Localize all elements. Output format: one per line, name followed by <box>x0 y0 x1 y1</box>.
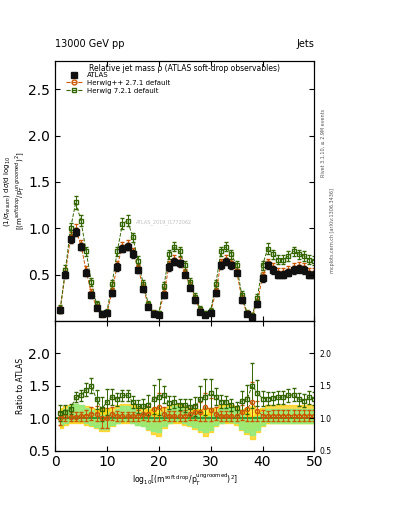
Text: 13000 GeV pp: 13000 GeV pp <box>55 38 125 49</box>
Text: ATLAS_2019_I1772062: ATLAS_2019_I1772062 <box>136 220 192 225</box>
Text: Relative jet mass ρ (ATLAS soft-drop observables): Relative jet mass ρ (ATLAS soft-drop obs… <box>89 64 280 73</box>
Text: Jets: Jets <box>297 38 314 49</box>
X-axis label: log$_{10}$[(m$^{\rm soft\ drop}$/p$_T^{\rm ungroomed}$)$^2$]: log$_{10}$[(m$^{\rm soft\ drop}$/p$_T^{\… <box>132 472 238 488</box>
Y-axis label: $(1/\sigma_{resum})$ d$\sigma$/d log$_{10}$
[(m$^{soft drop}$/p$_T^{ungroomed}$): $(1/\sigma_{resum})$ d$\sigma$/d log$_{1… <box>2 152 27 230</box>
Legend: ATLAS, Herwig++ 2.7.1 default, Herwig 7.2.1 default: ATLAS, Herwig++ 2.7.1 default, Herwig 7.… <box>64 70 172 96</box>
Text: Rivet 3.1.10, ≥ 2.9M events: Rivet 3.1.10, ≥ 2.9M events <box>320 109 325 178</box>
Y-axis label: Ratio to ATLAS: Ratio to ATLAS <box>17 358 26 414</box>
Text: mcplots.cern.ch [arXiv:1306.3436]: mcplots.cern.ch [arXiv:1306.3436] <box>330 188 335 273</box>
